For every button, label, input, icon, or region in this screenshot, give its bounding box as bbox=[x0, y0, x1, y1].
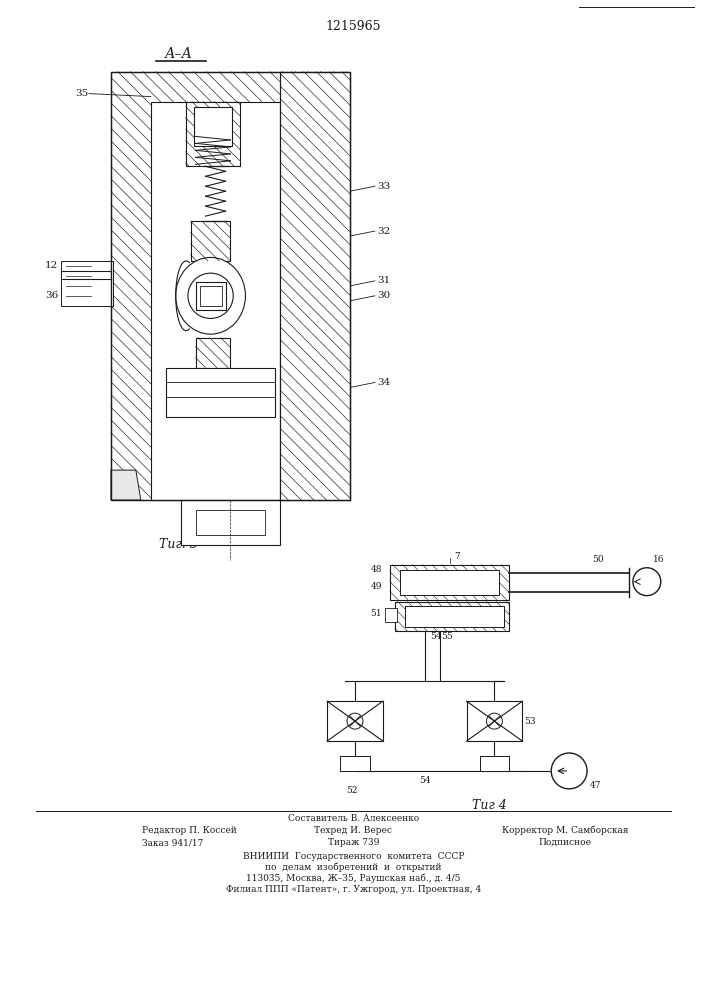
Polygon shape bbox=[186, 102, 240, 166]
Text: 30: 30 bbox=[377, 291, 390, 300]
Text: 54: 54 bbox=[419, 776, 431, 785]
Text: 1215965: 1215965 bbox=[325, 20, 381, 33]
Text: 50: 50 bbox=[592, 555, 604, 564]
Text: 31: 31 bbox=[377, 276, 390, 285]
Text: Техред И. Верес: Техред И. Верес bbox=[315, 826, 392, 835]
Text: 7: 7 bbox=[455, 552, 460, 561]
Text: 35: 35 bbox=[75, 89, 88, 98]
Polygon shape bbox=[111, 72, 350, 500]
Text: Τиг. 3: Τиг. 3 bbox=[159, 538, 198, 551]
Text: 48: 48 bbox=[370, 565, 382, 574]
Polygon shape bbox=[196, 338, 230, 368]
Text: Составитель В. Алексеенко: Составитель В. Алексеенко bbox=[288, 814, 419, 823]
Polygon shape bbox=[191, 221, 230, 261]
Bar bbox=[400, 570, 499, 595]
Bar bbox=[196, 510, 265, 535]
Text: 52: 52 bbox=[346, 786, 358, 795]
Bar bbox=[327, 701, 383, 741]
Text: Корректор М. Самборская: Корректор М. Самборская bbox=[501, 826, 628, 835]
Text: по  делам  изобретений  и  открытий: по делам изобретений и открытий bbox=[265, 863, 442, 872]
Text: Редактор П. Коссей: Редактор П. Коссей bbox=[142, 826, 237, 835]
Bar bbox=[151, 102, 280, 500]
Text: Заказ 941/17: Заказ 941/17 bbox=[142, 838, 204, 847]
Text: Подписное: Подписное bbox=[538, 838, 591, 847]
Bar bbox=[467, 701, 522, 741]
Text: Τиг 4: Τиг 4 bbox=[472, 799, 507, 812]
Text: А–А: А–А bbox=[165, 47, 193, 61]
Bar bbox=[111, 72, 350, 500]
Bar bbox=[181, 500, 280, 545]
Bar bbox=[165, 368, 275, 417]
Polygon shape bbox=[111, 470, 141, 500]
Text: 34: 34 bbox=[377, 378, 390, 387]
Bar bbox=[405, 606, 504, 627]
Bar bbox=[61, 261, 113, 306]
Polygon shape bbox=[390, 565, 509, 600]
Text: 53: 53 bbox=[525, 717, 536, 726]
Ellipse shape bbox=[176, 257, 245, 334]
Text: 113035, Москва, Ж–35, Раушская наб., д. 4/5: 113035, Москва, Ж–35, Раушская наб., д. … bbox=[246, 874, 461, 883]
Bar bbox=[196, 282, 226, 310]
Text: Тираж 739: Тираж 739 bbox=[328, 838, 379, 847]
Text: 16: 16 bbox=[653, 555, 665, 564]
Bar bbox=[385, 608, 397, 622]
Text: 12: 12 bbox=[45, 261, 58, 270]
Text: Филиал ППП «Патент», г. Ужгород, ул. Проектная, 4: Филиал ППП «Патент», г. Ужгород, ул. Про… bbox=[226, 885, 481, 894]
Polygon shape bbox=[395, 602, 509, 631]
Text: 49: 49 bbox=[370, 582, 382, 591]
Text: 32: 32 bbox=[377, 227, 390, 236]
Polygon shape bbox=[280, 72, 350, 500]
Bar bbox=[479, 756, 509, 771]
Text: 54: 54 bbox=[430, 632, 441, 641]
Bar bbox=[340, 756, 370, 771]
Bar bbox=[199, 286, 221, 306]
Bar bbox=[194, 107, 233, 146]
Text: ВНИИПИ  Государственного  комитета  СССР: ВНИИПИ Государственного комитета СССР bbox=[243, 852, 464, 861]
Text: 47: 47 bbox=[590, 781, 602, 790]
Text: 33: 33 bbox=[377, 182, 390, 191]
Text: 55: 55 bbox=[442, 632, 453, 641]
Text: 51: 51 bbox=[370, 609, 382, 618]
Text: 36: 36 bbox=[45, 291, 58, 300]
